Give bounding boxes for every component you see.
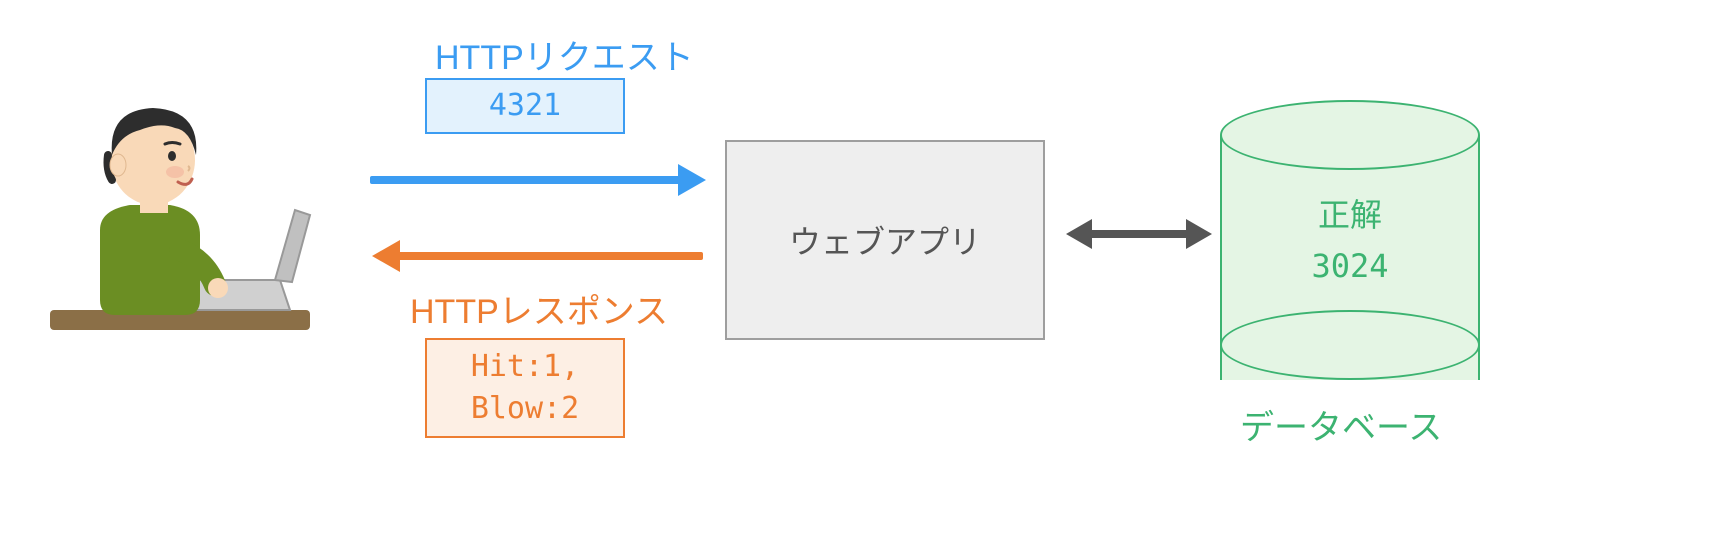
diagram-canvas: HTTPリクエスト 4321 HTTPレスポンス Hit:1, Blow:2 ウ… <box>0 0 1720 536</box>
user-illustration <box>40 100 320 360</box>
http-request-label: HTTPリクエスト <box>435 30 694 79</box>
database-title: 正解 <box>1220 190 1480 241</box>
database-cylinder: 正解 3024 <box>1220 100 1480 380</box>
request-arrow <box>370 176 680 184</box>
response-line1: Hit:1, <box>427 346 623 388</box>
response-line2: Blow:2 <box>427 388 623 430</box>
webapp-label: ウェブアプリ <box>789 217 981 263</box>
db-link-arrow <box>1090 230 1188 238</box>
db-link-arrow-head-left <box>1066 219 1092 249</box>
http-request-value: 4321 <box>489 88 561 123</box>
request-arrow-head <box>678 164 706 196</box>
http-request-value-box: 4321 <box>425 78 625 134</box>
database-value: 3024 <box>1220 241 1480 292</box>
http-response-label: HTTPレスポンス <box>410 284 668 333</box>
db-link-arrow-head-right <box>1186 219 1212 249</box>
webapp-box: ウェブアプリ <box>725 140 1045 340</box>
response-arrow-head <box>372 240 400 272</box>
response-arrow <box>398 252 703 260</box>
http-response-value-box: Hit:1, Blow:2 <box>425 338 625 438</box>
database-label: データベース <box>1240 400 1442 449</box>
